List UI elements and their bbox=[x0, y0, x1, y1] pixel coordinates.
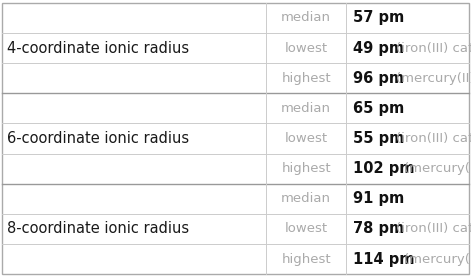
Text: lowest: lowest bbox=[284, 132, 328, 145]
Text: (iron(III) cation): (iron(III) cation) bbox=[396, 222, 471, 235]
Text: 6-coordinate ionic radius: 6-coordinate ionic radius bbox=[7, 131, 189, 146]
Text: 55 pm: 55 pm bbox=[353, 131, 405, 146]
Text: lowest: lowest bbox=[284, 222, 328, 235]
Text: (mercury(II) cation): (mercury(II) cation) bbox=[396, 72, 471, 85]
Text: median: median bbox=[281, 11, 331, 24]
Text: 78 pm: 78 pm bbox=[353, 222, 405, 237]
Text: 96 pm: 96 pm bbox=[353, 71, 405, 86]
Text: lowest: lowest bbox=[284, 42, 328, 55]
Text: 114 pm: 114 pm bbox=[353, 252, 415, 267]
Text: (iron(III) cation): (iron(III) cation) bbox=[396, 42, 471, 55]
Text: 102 pm: 102 pm bbox=[353, 161, 415, 176]
Text: highest: highest bbox=[281, 253, 331, 266]
Text: 91 pm: 91 pm bbox=[353, 191, 405, 206]
Text: highest: highest bbox=[281, 72, 331, 85]
Text: median: median bbox=[281, 102, 331, 115]
Text: (mercury(II) cation): (mercury(II) cation) bbox=[404, 253, 471, 266]
Text: 65 pm: 65 pm bbox=[353, 101, 405, 116]
Text: highest: highest bbox=[281, 162, 331, 175]
Text: 49 pm: 49 pm bbox=[353, 40, 405, 55]
Text: 4-coordinate ionic radius: 4-coordinate ionic radius bbox=[7, 40, 189, 55]
Text: median: median bbox=[281, 192, 331, 205]
Text: 8-coordinate ionic radius: 8-coordinate ionic radius bbox=[7, 222, 189, 237]
Text: 57 pm: 57 pm bbox=[353, 10, 405, 25]
Text: (iron(III) cation): (iron(III) cation) bbox=[396, 132, 471, 145]
Text: (mercury(II) cation): (mercury(II) cation) bbox=[404, 162, 471, 175]
